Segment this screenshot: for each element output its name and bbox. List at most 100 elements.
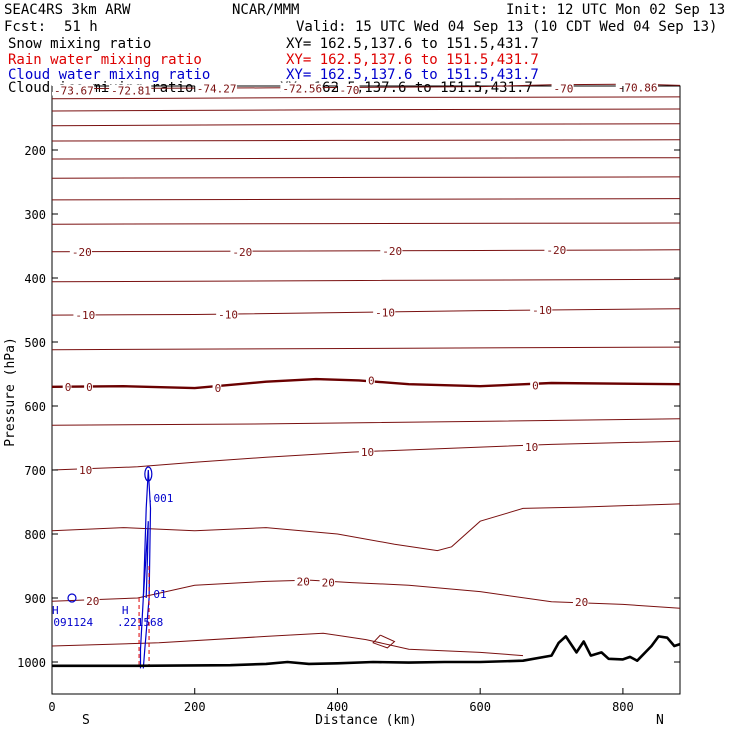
cloud-water-label: H	[52, 604, 59, 617]
contour-label: 0	[86, 381, 93, 394]
cloud-water-label: .221568	[117, 616, 163, 629]
contour-label-mask	[319, 576, 336, 588]
contour-label: -70	[339, 84, 359, 97]
zero-degree-contour	[51, 377, 681, 390]
x-tick-label: 400	[327, 700, 349, 714]
x-axis: 0 200 400 600 800	[48, 86, 634, 714]
header-project: SEAC4RS 3km ARW	[4, 2, 131, 18]
contour-label: -20	[546, 244, 566, 257]
y-tick-label: 900	[24, 592, 46, 606]
contour-label: 10	[361, 446, 374, 459]
contour-label: 0	[368, 374, 375, 387]
y-tick-label: 300	[24, 208, 46, 222]
legend-xy-cloud-water: XY= 162.5,137.6 to 151.5,431.7	[286, 67, 539, 83]
y-axis-title: Pressure (hPa)	[3, 337, 18, 447]
contour-label-mask	[69, 245, 92, 257]
contour-label: 0	[532, 380, 539, 393]
cloud-water-label: 01	[153, 588, 166, 601]
contour-label: -70	[554, 83, 574, 96]
contour-label-mask	[76, 464, 93, 475]
contour-label: 20	[86, 595, 99, 608]
legend-xy-rain: XY= 162.5,137.6 to 151.5,431.7	[286, 52, 539, 68]
contour-label: -70.86	[618, 81, 658, 94]
temperature-contour-line	[51, 632, 524, 657]
temperature-contour-line	[51, 96, 681, 100]
contour-label-mask	[358, 446, 375, 458]
temperature-contour-line	[51, 278, 681, 283]
temperature-contour-line	[51, 157, 681, 160]
contour-label: 20	[297, 575, 310, 588]
temperature-contour-line	[51, 308, 681, 316]
temperature-contour-line	[51, 198, 681, 201]
corner-label-north: N	[656, 713, 664, 728]
contour-label-mask	[52, 84, 95, 96]
legend-field-snow: Snow mixing ratio	[8, 36, 151, 52]
contour-labels: -73.67 -72.81 -74.27 -72.56 -70 -70 -70.86 -20 -…	[52, 81, 658, 609]
temperature-contour-line	[51, 123, 681, 127]
x-axis-title: Distance (km)	[315, 713, 417, 728]
contour-label-mask	[530, 379, 539, 391]
contour-label-mask	[373, 306, 396, 318]
contour-label: -20	[382, 245, 402, 258]
contour-label: -20	[232, 246, 252, 259]
contour-label-mask	[544, 243, 567, 255]
contour-label: 20	[322, 577, 335, 590]
contour-label: -73.67	[54, 84, 94, 97]
contour-label: -72.56	[282, 83, 322, 96]
contour-label-mask	[615, 81, 658, 93]
contour-label-mask	[84, 595, 100, 607]
y-tick-label: 700	[24, 464, 46, 478]
temperature-contour-line	[372, 634, 396, 649]
contour-label-mask	[572, 595, 589, 607]
y-tick-label: 500	[24, 336, 46, 350]
cloud-water-contour-line	[139, 469, 152, 669]
contour-label-mask	[530, 304, 553, 315]
y-tick-label: 800	[24, 528, 46, 542]
x-tick-label: 800	[612, 700, 634, 714]
contour-label: -10	[75, 309, 95, 322]
contour-label-mask	[523, 440, 539, 452]
y-tick-label: 200	[24, 144, 46, 158]
cloud-water-top-lobe	[144, 466, 153, 482]
contour-label: 20	[575, 596, 588, 609]
contour-label: -10	[218, 308, 238, 321]
terrain-line	[52, 635, 681, 668]
cloud-water-label: .001	[147, 492, 174, 505]
header-fcst-value: 51 h	[64, 19, 98, 35]
cloud-water-small-contour	[67, 593, 77, 603]
contour-label: 10	[79, 464, 92, 477]
y-tick-label: 1000	[17, 656, 46, 670]
contour-label-mask	[366, 374, 375, 386]
contour-label-mask	[230, 245, 253, 257]
header-center: NCAR/MMM	[232, 2, 299, 18]
temperature-contour-line	[51, 139, 681, 142]
temperature-contour-line	[51, 176, 681, 179]
contour-label: -10	[375, 307, 395, 320]
contour-label-mask	[337, 83, 360, 95]
temperature-contour-line	[51, 108, 681, 112]
x-tick-label: 600	[469, 700, 491, 714]
temperature-contour-line	[51, 503, 681, 552]
temperature-contour-line	[51, 249, 681, 253]
contour-label: 10	[525, 441, 538, 454]
y-tick-label: 400	[24, 272, 46, 286]
legend-field-cloud-water: Cloud water mixing ratio	[8, 67, 210, 83]
header-valid: Valid: 15 UTC Wed 04 Sep 13 (10 CDT Wed …	[296, 19, 717, 35]
contour-label-mask	[280, 82, 323, 94]
terrain	[52, 635, 681, 668]
plot-frame	[51, 85, 681, 695]
x-tick-label: 200	[184, 700, 206, 714]
contour-label-mask	[294, 575, 311, 587]
legend-xy-snow: XY= 162.5,137.6 to 151.5,431.7	[286, 36, 539, 52]
contour-label-mask	[109, 84, 152, 96]
y-tick-label: 600	[24, 400, 46, 414]
contour-label-mask	[73, 309, 96, 321]
legend-field-rain: Rain water mixing ratio	[8, 52, 202, 68]
contour-label: 0	[65, 381, 72, 394]
temperature-contour-line	[51, 346, 681, 351]
temperature-contour-line	[51, 222, 681, 225]
temperature-contour-line	[51, 418, 681, 426]
